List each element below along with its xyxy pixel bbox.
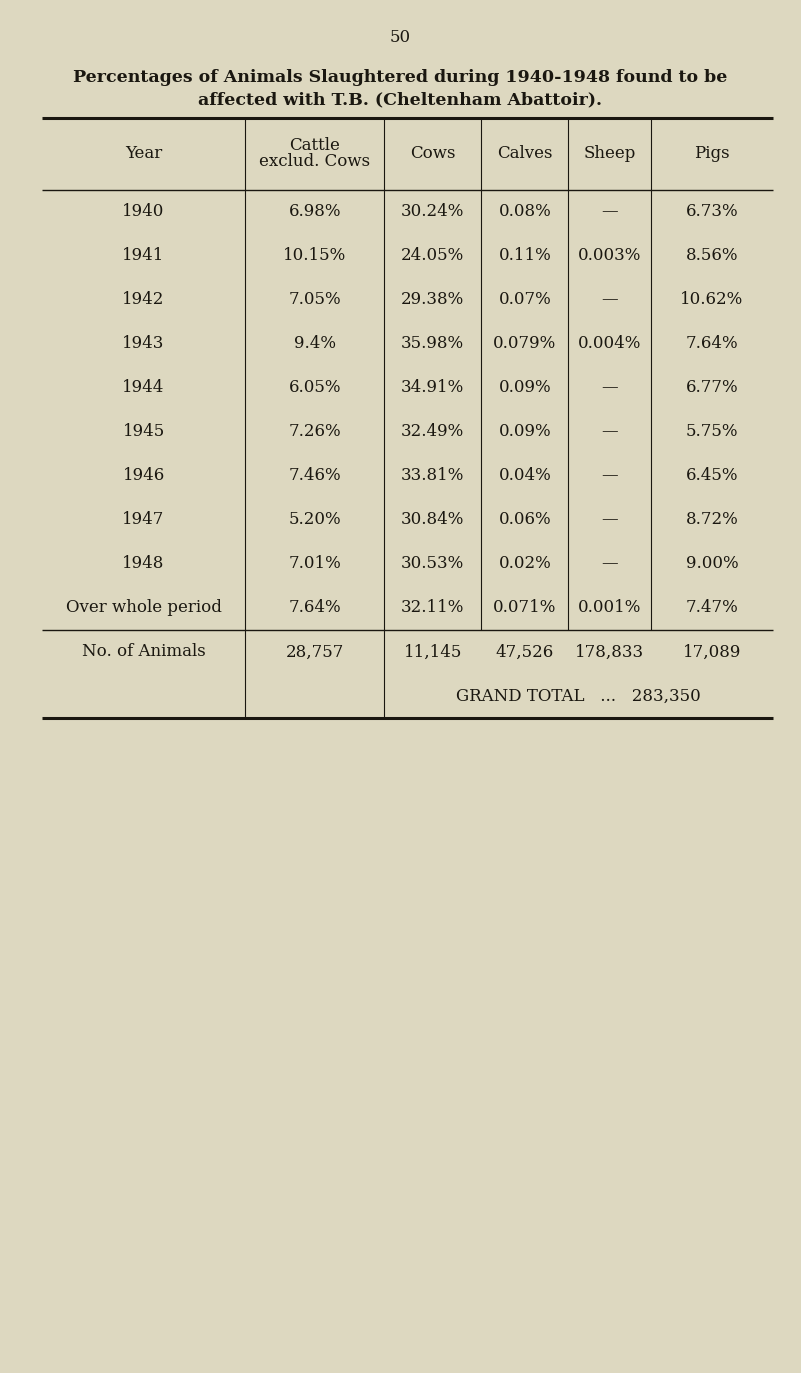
Text: 0.11%: 0.11% [498,247,551,265]
Text: 0.004%: 0.004% [578,335,642,353]
Text: 0.003%: 0.003% [578,247,642,265]
Text: 5.75%: 5.75% [686,423,739,441]
Text: 1948: 1948 [123,556,165,573]
Text: 7.64%: 7.64% [288,600,341,616]
Text: Pigs: Pigs [694,146,730,162]
Text: 11,145: 11,145 [404,644,462,660]
Text: —: — [602,556,618,573]
Text: 35.98%: 35.98% [401,335,465,353]
Text: 7.26%: 7.26% [288,423,341,441]
Text: 50: 50 [390,29,411,47]
Text: 7.01%: 7.01% [288,556,341,573]
Text: Calves: Calves [497,146,553,162]
Text: 33.81%: 33.81% [401,467,465,485]
Text: 1945: 1945 [123,423,165,441]
Text: 0.06%: 0.06% [498,512,551,529]
Text: 6.45%: 6.45% [686,467,739,485]
Text: 7.47%: 7.47% [686,600,739,616]
Text: 29.38%: 29.38% [401,291,465,309]
Text: 6.05%: 6.05% [288,379,341,397]
Text: Cows: Cows [410,146,456,162]
Text: 1942: 1942 [123,291,165,309]
Text: 8.72%: 8.72% [686,512,739,529]
Text: 0.09%: 0.09% [498,423,551,441]
Text: 8.56%: 8.56% [686,247,739,265]
Text: Year: Year [125,146,163,162]
Text: 1947: 1947 [123,512,165,529]
Text: 7.46%: 7.46% [288,467,341,485]
Text: 9.00%: 9.00% [686,556,739,573]
Text: 30.53%: 30.53% [401,556,465,573]
Text: 32.11%: 32.11% [401,600,465,616]
Text: 1944: 1944 [123,379,165,397]
Text: 24.05%: 24.05% [401,247,465,265]
Text: 34.91%: 34.91% [401,379,465,397]
Text: 10.62%: 10.62% [680,291,743,309]
Text: 0.079%: 0.079% [493,335,557,353]
Text: 10.15%: 10.15% [283,247,346,265]
Text: 6.98%: 6.98% [288,203,341,221]
Text: 0.001%: 0.001% [578,600,642,616]
Text: 30.84%: 30.84% [401,512,465,529]
Text: 5.20%: 5.20% [288,512,341,529]
Text: 9.4%: 9.4% [294,335,336,353]
Text: —: — [602,379,618,397]
Text: 7.64%: 7.64% [686,335,739,353]
Text: 1946: 1946 [123,467,165,485]
Text: 0.09%: 0.09% [498,379,551,397]
Text: 0.08%: 0.08% [498,203,551,221]
Text: No. of Animals: No. of Animals [82,644,206,660]
Text: 0.071%: 0.071% [493,600,557,616]
Text: 1940: 1940 [123,203,165,221]
Text: —: — [602,467,618,485]
Text: 47,526: 47,526 [496,644,554,660]
Text: 6.77%: 6.77% [686,379,739,397]
Text: 28,757: 28,757 [285,644,344,660]
Text: Cattle: Cattle [289,137,340,155]
Text: 0.07%: 0.07% [498,291,551,309]
Text: affected with T.B. (Cheltenham Abattoir).: affected with T.B. (Cheltenham Abattoir)… [199,92,602,108]
Text: 0.02%: 0.02% [498,556,551,573]
Text: exclud. Cows: exclud. Cows [259,154,370,170]
Text: —: — [602,291,618,309]
Text: 0.04%: 0.04% [498,467,551,485]
Text: 7.05%: 7.05% [288,291,341,309]
Text: 1943: 1943 [123,335,165,353]
Text: Over whole period: Over whole period [66,600,222,616]
Text: 178,833: 178,833 [575,644,644,660]
Text: —: — [602,512,618,529]
Text: Sheep: Sheep [583,146,636,162]
Text: 6.73%: 6.73% [686,203,739,221]
Text: 32.49%: 32.49% [401,423,465,441]
Text: Percentages of Animals Slaughtered during 1940-1948 found to be: Percentages of Animals Slaughtered durin… [74,70,727,86]
Text: 1941: 1941 [123,247,165,265]
Text: 30.24%: 30.24% [401,203,465,221]
Text: GRAND TOTAL   ...   283,350: GRAND TOTAL ... 283,350 [457,688,701,704]
Text: 17,089: 17,089 [682,644,741,660]
Text: —: — [602,203,618,221]
Text: —: — [602,423,618,441]
